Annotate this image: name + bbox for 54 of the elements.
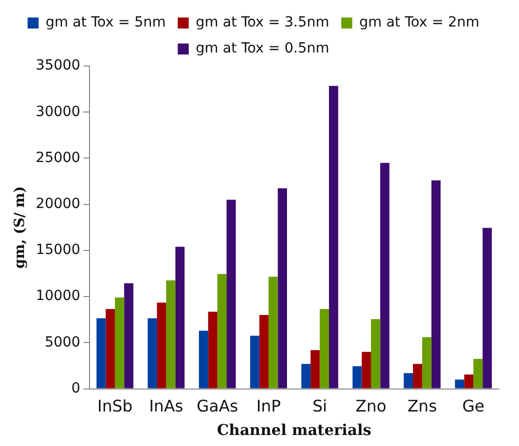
y-axis-title: gm, (S/ m) [12,186,28,269]
bar [208,312,218,388]
y-tick-label: 30000 [36,104,80,120]
bar [148,318,157,388]
bar [217,274,227,388]
bar [431,180,441,388]
y-tick-label: 20000 [36,196,80,212]
bar [278,188,287,388]
bar [412,364,422,388]
bar [156,302,166,388]
legend-label: gm at Tox = 2nm [359,14,480,31]
bar [301,364,311,388]
bar [362,352,371,388]
x-tick-label: Zno [356,396,386,416]
bar [259,315,269,388]
y-tick-label: 5000 [44,334,80,350]
bar [166,280,176,388]
bar [454,380,464,388]
x-tick-label: Ge [462,396,485,416]
y-tick-label: 15000 [36,242,80,258]
x-tick-label: GaAs [196,396,238,416]
legend-label: gm at Tox = 0.5nm [196,40,330,57]
bar [106,309,115,388]
bar [404,373,413,388]
x-tick-label: InSb [97,396,133,416]
bar [226,200,236,388]
bar [422,337,432,388]
x-tick-label: InP [256,396,282,416]
bar [464,374,474,388]
bar [310,350,320,388]
x-tick-label: InAs [149,396,184,416]
bar [328,86,338,388]
bar [124,283,134,388]
y-tick-label: 35000 [36,58,80,74]
y-tick-label: 0 [71,380,80,396]
bar [268,276,278,388]
x-axis-title: Channel materials [216,420,372,439]
x-tick-label: Si [312,396,328,416]
x-tick-label: Zns [407,396,437,416]
bar [250,336,260,388]
bar [320,309,329,388]
bar [96,318,106,388]
legend-label: gm at Tox = 5nm [46,14,166,31]
bar [482,228,492,388]
bar [473,358,483,388]
bar [175,246,185,388]
bar [352,366,362,388]
bar [198,330,208,388]
bar [370,319,380,388]
y-tick-label: 10000 [36,288,80,304]
y-tick-label: 25000 [36,150,80,166]
bar [380,162,390,388]
legend-label: gm at Tox = 3.5nm [196,14,330,31]
bar [114,297,124,388]
